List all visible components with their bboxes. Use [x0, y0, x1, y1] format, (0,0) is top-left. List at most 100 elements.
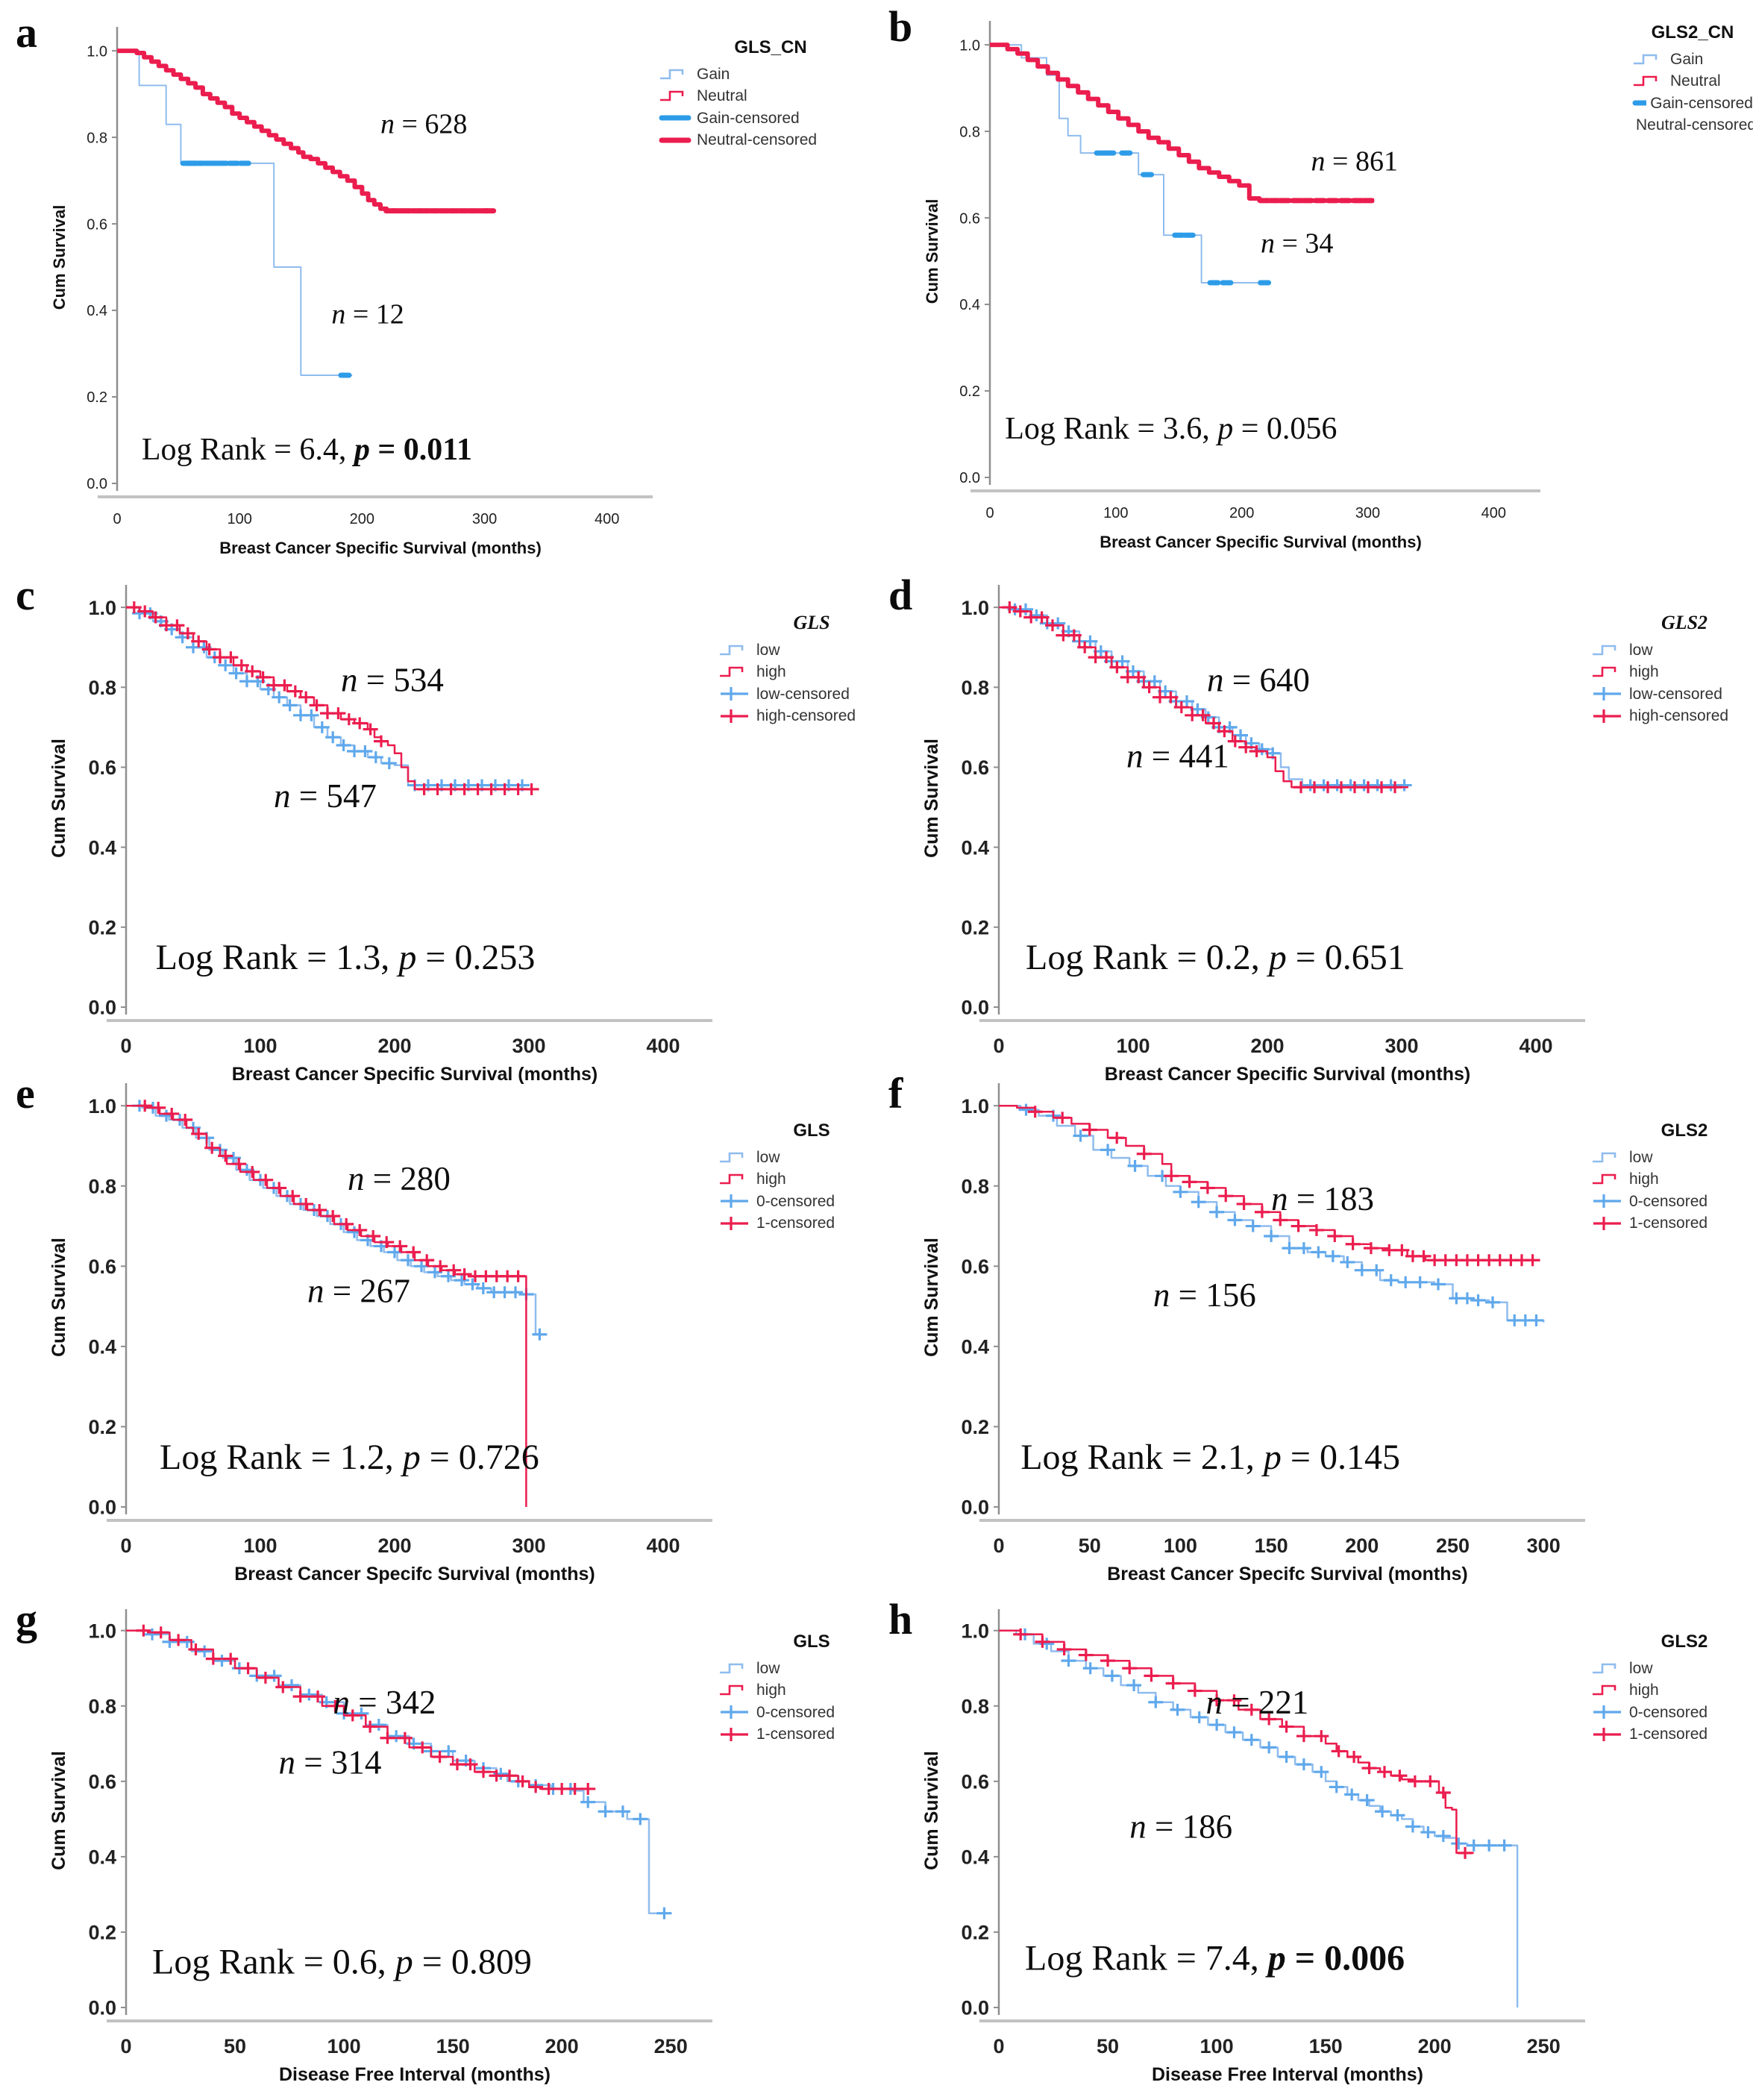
svg-text:300: 300	[512, 1035, 545, 1057]
n-count-label: n = 441	[1126, 737, 1229, 774]
legend-c: GLS low high low-censored high-censored	[718, 612, 905, 727]
svg-text:0.4: 0.4	[88, 1846, 116, 1869]
svg-text:0.0: 0.0	[961, 997, 989, 1019]
x-tick-labels: 0 100 200 300 400	[113, 511, 619, 527]
legend-title: GLS2	[1661, 1632, 1708, 1652]
legend-entry-label: high-censored	[756, 706, 856, 724]
series-Neutral	[990, 43, 1375, 204]
legend-entry-Gain: Gain	[659, 64, 882, 84]
svg-text:0.8: 0.8	[959, 124, 980, 140]
x-axis-label: Disease Free Interval (months)	[279, 2064, 551, 2085]
legend-entry-Neutral: Neutral	[659, 86, 882, 106]
svg-text:1.0: 1.0	[961, 1095, 989, 1118]
series-low	[999, 1103, 1545, 1326]
survival-curve	[990, 43, 1374, 203]
legend-dash-icon	[1632, 100, 1647, 106]
panel-letter-c: c	[16, 571, 35, 619]
legend-plus-icon	[1593, 1216, 1621, 1230]
km-plot-svg-a: 0.0 0.2 0.4 0.6 0.8 1.0 0 100 200 300 400 Cum Survi…	[50, 27, 653, 557]
log-rank-stats: Log Rank = 3.6, p = 0.056	[1005, 412, 1337, 446]
legend-entry-label: low	[756, 642, 780, 659]
legend-entry-label: low	[1629, 642, 1653, 659]
svg-text:100: 100	[1103, 505, 1128, 521]
legend-entry-label: low	[756, 1660, 780, 1677]
legend-step-icon	[1593, 1152, 1616, 1162]
panel-g: g 0.0 0.2 0.4 0.6 0.8 1.0 0 50 100 150 200 250 Cum S…	[11, 1593, 905, 2095]
legend-plus-icon	[1593, 1705, 1621, 1720]
x-axis-label: Breast Cancer Specifc Survival (months)	[234, 1564, 595, 1585]
legend-entry-label: low	[1629, 1660, 1653, 1677]
svg-text:200: 200	[1418, 2035, 1452, 2057]
legend-entry-Gain-censored: Gain-censored	[659, 108, 882, 128]
svg-text:0.6: 0.6	[959, 210, 980, 227]
legend-step-icon	[1593, 666, 1616, 677]
svg-text:1.0: 1.0	[88, 1095, 116, 1118]
legend-entry-0-censored: 0-censored	[718, 1702, 905, 1723]
legend-entry-high: high	[718, 1169, 905, 1189]
x-tick-labels: 0 100 200 300 400	[120, 1535, 680, 1557]
svg-text:250: 250	[654, 2035, 688, 2057]
svg-text:400: 400	[595, 511, 619, 527]
km-plot-svg-g: 0.0 0.2 0.4 0.6 0.8 1.0 0 50 100 150 200 250 Cum Sur…	[48, 1609, 712, 2085]
series-Gain	[990, 44, 1272, 286]
x-axis-label: Disease Free Interval (months)	[1152, 2064, 1423, 2085]
panel-b: b 0.0 0.2 0.4 0.6 0.8 1.0 0 100 200 300 400 Cum Sur…	[884, 0, 1753, 562]
legend-step-icon	[1593, 1684, 1616, 1696]
km-plot-svg-c: 0.0 0.2 0.4 0.6 0.8 1.0 0 100 200 300 400 Cum Survi…	[48, 585, 712, 1085]
panel-a: a 0.0 0.2 0.4 0.6 0.8 1.0 0 100 200 300 400 Cum Sur…	[11, 6, 882, 568]
n-count-label: n = 183	[1271, 1180, 1374, 1217]
svg-text:200: 200	[545, 2035, 579, 2057]
series-low	[126, 1628, 672, 1919]
svg-text:0.6: 0.6	[88, 1771, 116, 1793]
censor-marks	[136, 1624, 596, 1795]
km-plot-svg-b: 0.0 0.2 0.4 0.6 0.8 1.0 0 100 200 300 400 Cum Survi…	[923, 21, 1540, 551]
svg-text:0: 0	[113, 511, 121, 527]
legend-plus-icon	[721, 1727, 748, 1741]
legend-entry-label: high-censored	[1629, 706, 1729, 724]
log-rank-stats: Log Rank = 0.2, p = 0.651	[1026, 938, 1405, 977]
svg-text:0.2: 0.2	[87, 389, 107, 406]
svg-text:0: 0	[985, 505, 994, 521]
panel-e: e 0.0 0.2 0.4 0.6 0.8 1.0 0 100 200 300 400 Cum Sur…	[11, 1067, 905, 1594]
survival-curve	[126, 1629, 671, 1914]
x-axis-label: Breast Cancer Specific Survival (months)	[219, 539, 542, 557]
legend-entry-Neutral-censored: Neutral-censored	[1632, 115, 1753, 135]
svg-text:100: 100	[243, 1035, 277, 1057]
survival-curve	[117, 50, 353, 376]
n-count-label: n = 342	[333, 1684, 436, 1721]
censor-marks	[137, 1100, 526, 1282]
survival-curve	[990, 44, 1270, 283]
km-plot-svg-f: 0.0 0.2 0.4 0.6 0.8 1.0 0 50 100 150 200 250 300 Cum …	[921, 1083, 1585, 1585]
censor-marks	[132, 607, 530, 792]
svg-text:1.0: 1.0	[88, 1620, 116, 1642]
legend-plus-icon	[1593, 687, 1621, 701]
svg-text:200: 200	[1345, 1535, 1379, 1557]
legend-plus-icon	[721, 1705, 748, 1720]
legend-entry-label: 1-censored	[1629, 1725, 1708, 1743]
y-axis-label: Cum Survival	[921, 1238, 942, 1357]
legend-entry-low: low	[718, 1658, 905, 1679]
survival-curve	[999, 606, 1408, 789]
legend-entry-low: low	[1591, 1658, 1753, 1679]
legend-entry-high: high	[1591, 1169, 1753, 1189]
svg-text:100: 100	[1116, 1035, 1150, 1057]
series-high	[126, 1100, 527, 1507]
svg-text:0: 0	[120, 1535, 131, 1557]
svg-text:0.4: 0.4	[961, 836, 989, 859]
n-count-label: n = 314	[278, 1744, 381, 1781]
legend-step-icon	[1593, 1663, 1616, 1673]
svg-text:400: 400	[646, 1535, 680, 1557]
km-plot-g: 0.0 0.2 0.4 0.6 0.8 1.0 0 50 100 150 200 250 Cum Sur…	[43, 1593, 714, 2095]
x-tick-labels: 0 100 200 300 400	[120, 1035, 680, 1057]
legend-step-icon	[660, 69, 684, 79]
legend-entry-Neutral: Neutral	[1632, 71, 1753, 91]
legend-plus-icon	[721, 687, 748, 701]
svg-text:1.0: 1.0	[87, 43, 107, 60]
series-high	[999, 1628, 1474, 1859]
legend-h: GLS2 low high 0-censored 1-censored	[1591, 1632, 1753, 1746]
svg-text:200: 200	[350, 511, 374, 527]
svg-text:400: 400	[1519, 1035, 1552, 1057]
svg-text:200: 200	[1250, 1035, 1284, 1057]
legend-entry-label: high	[1629, 1170, 1659, 1188]
svg-text:0.2: 0.2	[88, 1416, 116, 1438]
